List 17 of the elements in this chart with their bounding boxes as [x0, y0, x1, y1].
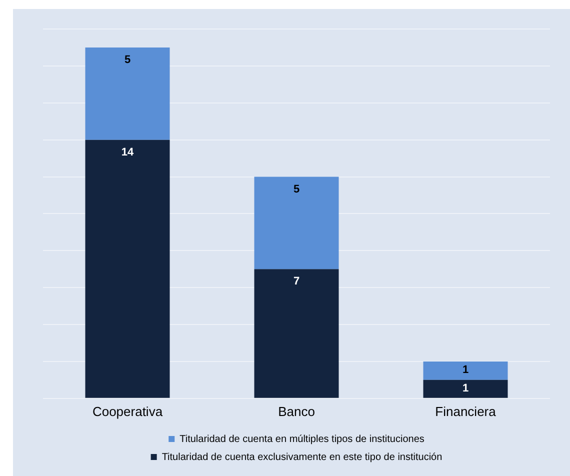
- data-label: 5: [124, 54, 131, 66]
- legend-label: Titularidad de cuenta en múltiples tipos de instituciones: [180, 434, 424, 445]
- data-label: 7: [293, 276, 300, 288]
- legend-label: Titularidad de cuenta exclusivamente en este tipo de institución: [162, 452, 442, 463]
- x-tick-label: Financiera: [435, 404, 497, 419]
- bar: [423, 361, 508, 380]
- bar: [85, 47, 170, 140]
- bar: [254, 269, 339, 398]
- data-label: 5: [293, 183, 300, 196]
- bar: [423, 380, 508, 398]
- bar: [85, 140, 170, 398]
- data-label: 14: [121, 146, 134, 158]
- x-tick-label: Cooperativa: [92, 404, 164, 419]
- bar: [254, 176, 339, 270]
- data-label: 1: [462, 382, 469, 394]
- x-tick-label: Banco: [278, 404, 315, 419]
- data-label: 1: [462, 364, 469, 376]
